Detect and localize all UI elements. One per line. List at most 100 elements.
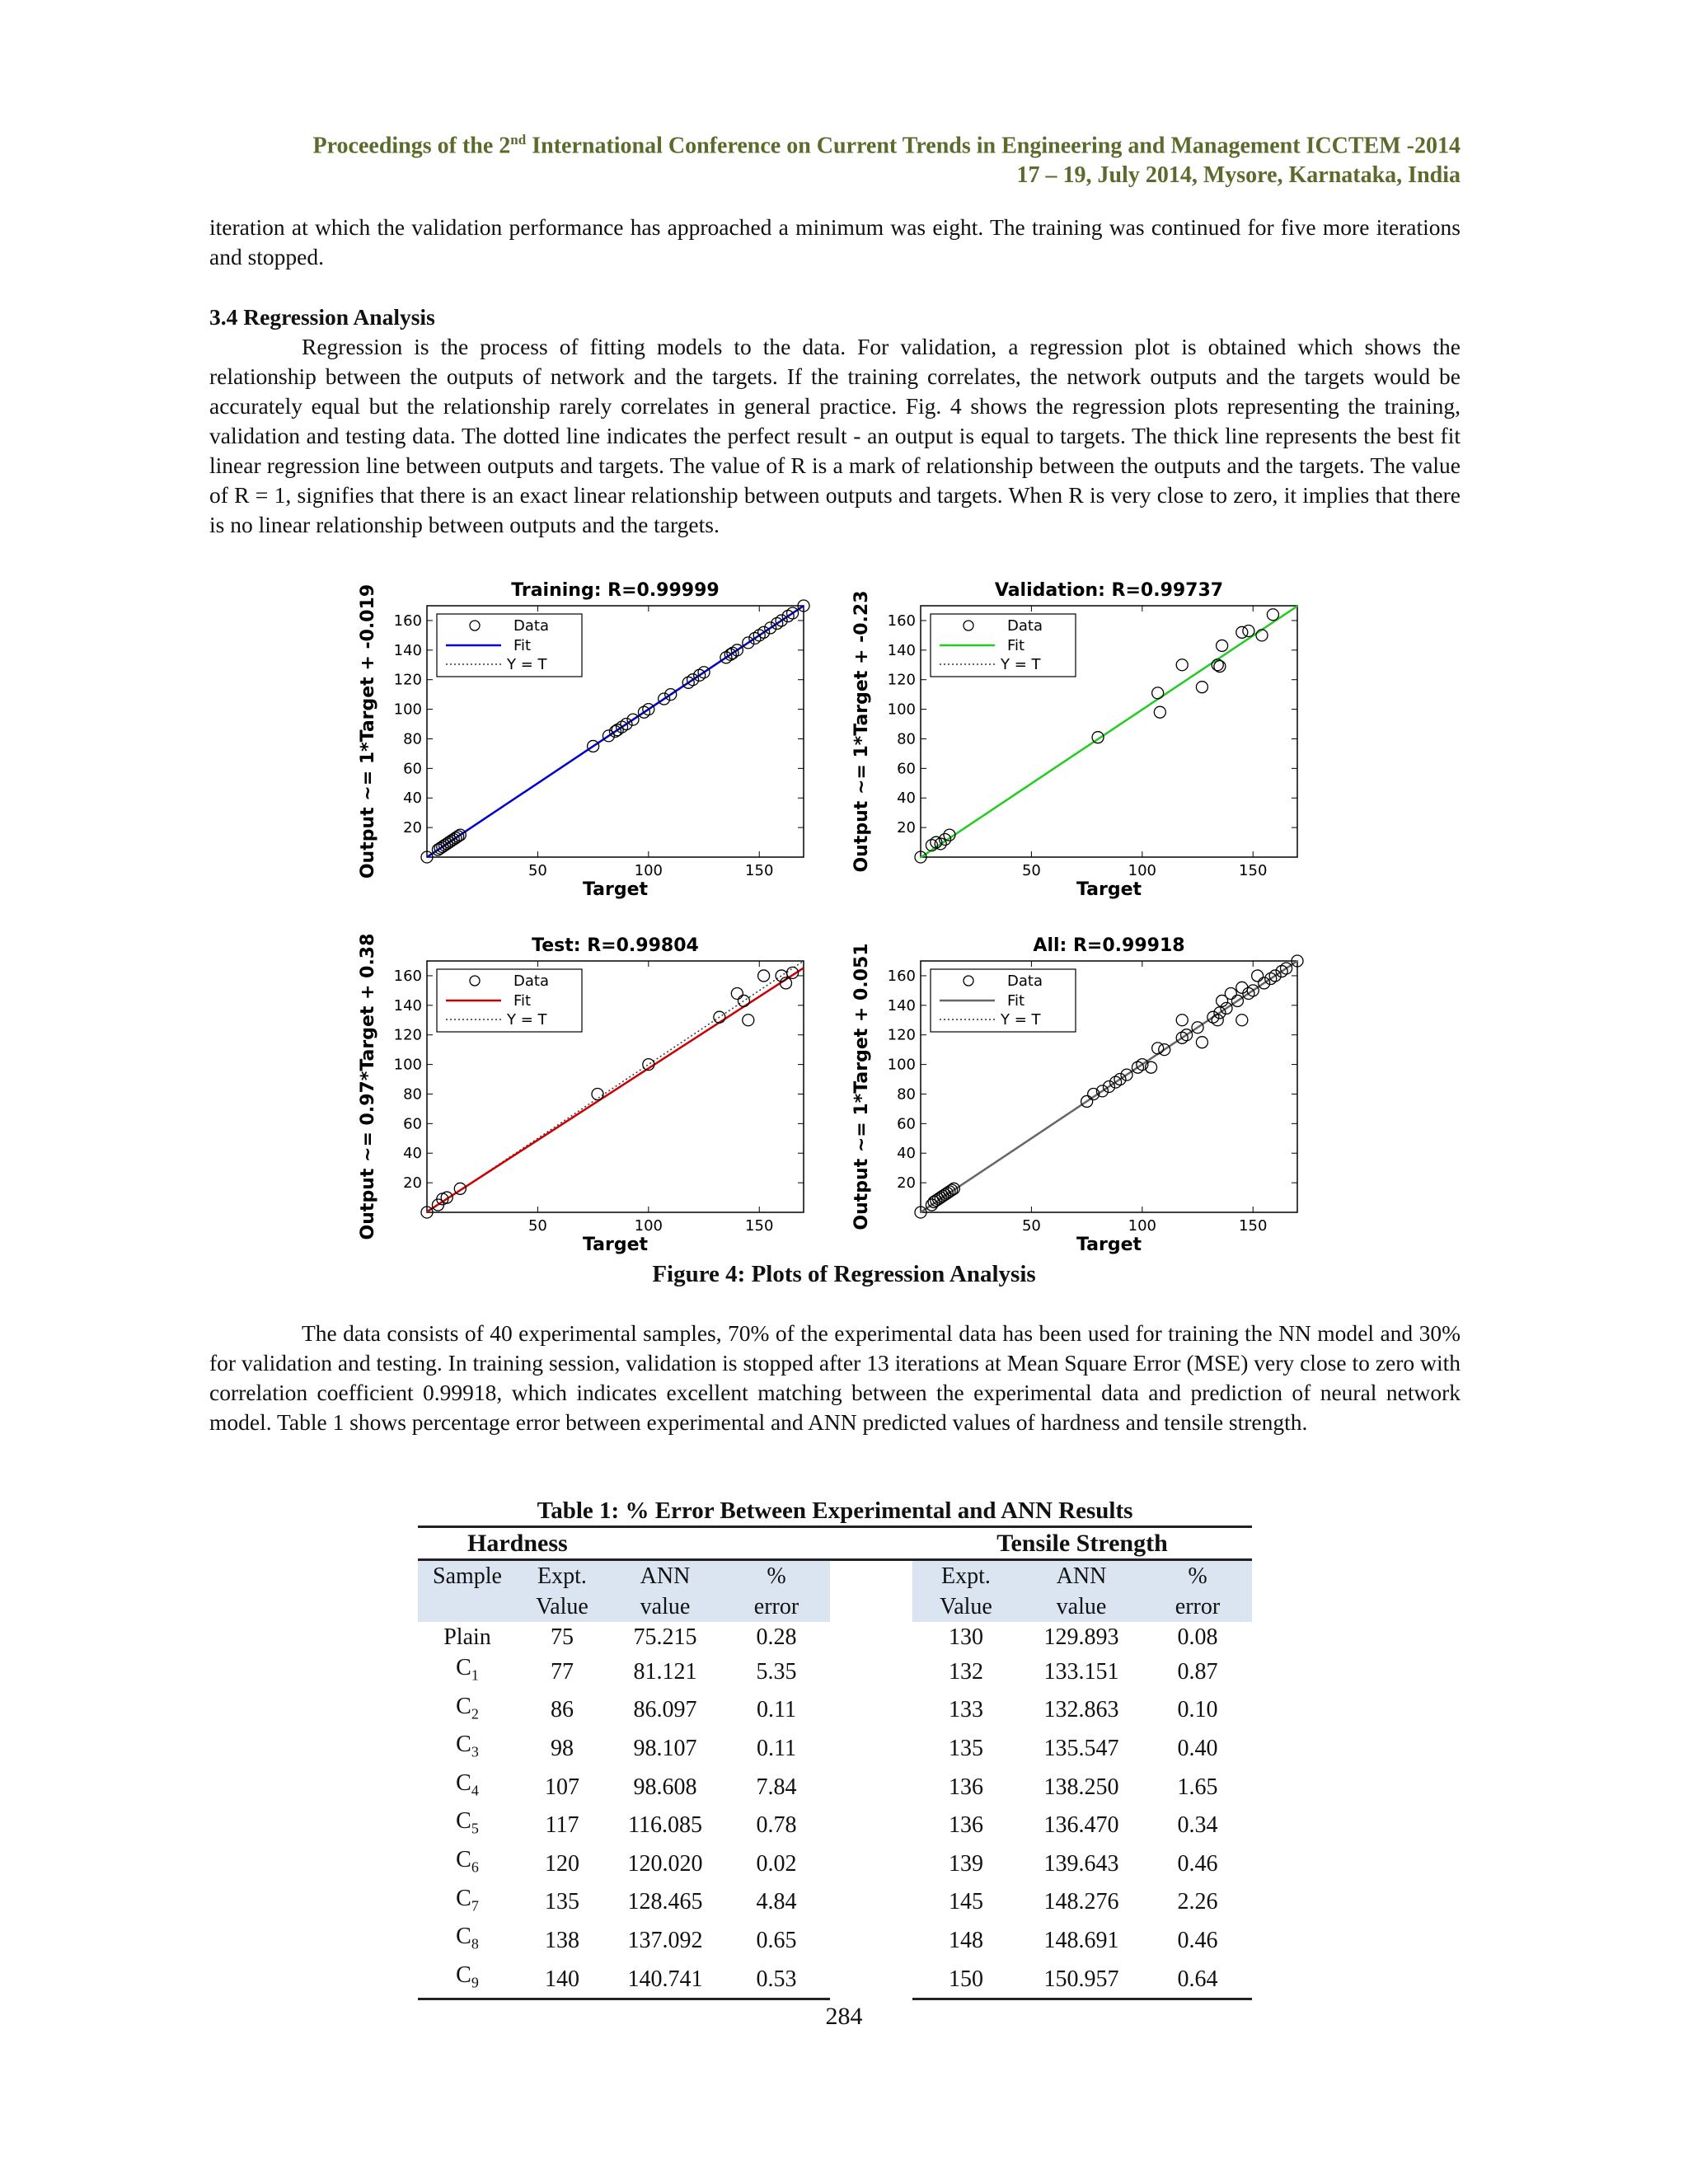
table-1: Table 1: % Error Between Experimental an… [418, 1496, 1252, 2001]
column-header: % [723, 1558, 830, 1591]
cell-t-err: 0.46 [1177, 1850, 1218, 1877]
data-point [1087, 1087, 1100, 1101]
data-point [1144, 1061, 1158, 1074]
data-point [1136, 1057, 1149, 1071]
legend-entry: Y = T [506, 1011, 548, 1029]
x-axis-label: Target [1076, 879, 1142, 900]
sample-subscript: 2 [471, 1705, 479, 1722]
sample-subscript: 7 [471, 1897, 479, 1915]
data-point [642, 1057, 655, 1071]
table-row: C5 117 116.085 0.78 136 136.470 0.34 [418, 1806, 1252, 1844]
y-tick-label: 20 [403, 819, 422, 837]
y-axis-label: Output ~= 1*Target + -0.23 [851, 590, 872, 872]
cell-sample: C9 [418, 1959, 517, 2001]
cell-h-ann: 137.092 [627, 1927, 703, 1953]
cell-h-ann: 128.465 [627, 1889, 703, 1915]
data-point [1266, 608, 1280, 621]
cell-sample: C6 [418, 1844, 517, 1883]
cell-t-expt: 139 [949, 1850, 983, 1877]
data-point [914, 1206, 927, 1219]
cell-t-err: 0.40 [1177, 1735, 1218, 1761]
data-point [1095, 1085, 1109, 1098]
section-heading: 3.4 Regression Analysis [209, 304, 435, 330]
gap-cell [830, 1960, 912, 1999]
data-point [1279, 962, 1293, 975]
column-header: ANN [607, 1558, 723, 1591]
y-tick-label: 40 [897, 790, 916, 807]
x-tick-label: 150 [745, 862, 773, 879]
data-point [947, 1182, 960, 1195]
data-point [602, 729, 616, 743]
gap-cell [830, 1691, 912, 1730]
data-point [1291, 954, 1304, 968]
sample-subscript: 1 [471, 1666, 479, 1684]
data-point [785, 607, 799, 620]
cell-t-expt: 135 [949, 1735, 983, 1761]
table-row: C7 135 128.465 4.84 145 148.276 2.26 [418, 1883, 1252, 1922]
cell-sample: C5 [418, 1806, 517, 1844]
y-tick-label: 80 [403, 730, 422, 748]
cell-h-err: 0.11 [757, 1735, 796, 1761]
data-point [1120, 1068, 1133, 1081]
section-paragraph: Regression is the process of fitting mod… [209, 334, 1461, 537]
sample-subscript: 9 [471, 1974, 479, 1991]
y-tick-label: 60 [403, 1115, 422, 1132]
cell-t-ann: 148.691 [1043, 1927, 1119, 1953]
gap-cell [830, 1921, 912, 1960]
x-tick-label: 100 [1128, 862, 1156, 879]
fit-line [426, 967, 804, 1213]
data-point [943, 828, 956, 841]
y-tick-label: 140 [888, 642, 916, 659]
table-title: Table 1: % Error Between Experimental an… [537, 1497, 1133, 1524]
chart-all: All: R=0.99918 50 100 150 20 40 60 80 100 120 140 1… [851, 935, 1304, 1255]
data-point [757, 969, 771, 982]
legend-entry: Data [1007, 972, 1043, 990]
cell-h-ann: 116.085 [628, 1812, 702, 1839]
y-axis-label: Output ~= 1*Target + -0.019 [358, 584, 378, 879]
x-tick-label: 50 [1022, 862, 1041, 879]
y-tick-label: 20 [403, 1174, 422, 1192]
data-point [730, 644, 744, 657]
y-tick-label: 100 [888, 701, 916, 719]
table-row: C4 107 98.608 7.84 136 138.250 1.65 [418, 1768, 1252, 1807]
sample-name: C [456, 1769, 471, 1796]
data-point [620, 717, 633, 731]
data-point [420, 851, 434, 864]
data-point [1213, 659, 1226, 673]
column-header: Sample [418, 1558, 517, 1591]
data-point [657, 692, 671, 705]
cell-sample: C3 [418, 1729, 517, 1768]
gap-cell [830, 1883, 912, 1922]
intro-paragraph: iteration at which the validation perfor… [209, 214, 1461, 269]
cell-h-ann: 81.121 [633, 1658, 697, 1685]
cell-t-err: 1.65 [1177, 1774, 1218, 1800]
page-number: 284 [825, 2003, 863, 2030]
data-point [664, 687, 678, 701]
data-point [1080, 1094, 1094, 1108]
cell-t-ann: 135.547 [1043, 1735, 1119, 1761]
data-point [1250, 969, 1264, 982]
y-tick-label: 80 [897, 1085, 916, 1103]
sample-name: C [456, 1846, 471, 1872]
cell-h-ann: 86.097 [633, 1697, 697, 1723]
data-point [1215, 994, 1229, 1008]
data-point [713, 1010, 726, 1024]
cell-h-expt: 98 [551, 1735, 574, 1761]
data-point [1220, 1001, 1233, 1015]
sample-name: C [456, 1924, 471, 1950]
cell-h-ann: 120.020 [627, 1850, 703, 1877]
cell-t-expt: 133 [949, 1697, 983, 1723]
data-point [1231, 994, 1245, 1008]
cell-h-ann: 98.608 [633, 1774, 697, 1800]
table-row: C9 140 140.741 0.53 150 150.957 0.64 [418, 1959, 1252, 2001]
x-tick-label: 50 [528, 862, 547, 879]
legend-entry: Fit [1007, 992, 1025, 1010]
cell-sample: C4 [418, 1768, 517, 1807]
data-point [1102, 1080, 1116, 1094]
cell-t-expt: 145 [949, 1889, 983, 1915]
legend-marker-icon [469, 975, 481, 987]
data-point [775, 614, 788, 627]
